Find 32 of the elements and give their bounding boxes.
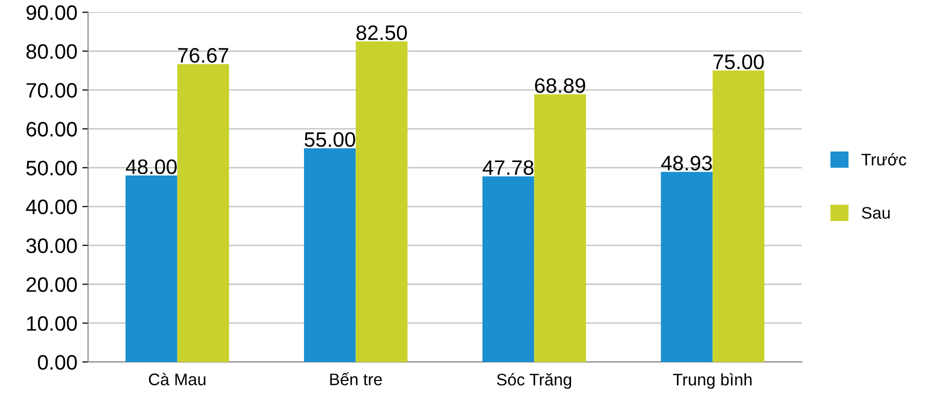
x-tick-label: Trung bình <box>673 373 752 389</box>
bar <box>712 70 764 362</box>
data-label: 68.89 <box>535 78 586 93</box>
y-tick-label: 30.00 <box>26 238 77 254</box>
data-label: 82.50 <box>356 25 407 40</box>
x-tick-label: Bến tre <box>330 372 382 386</box>
legend-label: Trước <box>862 153 906 166</box>
bar <box>660 172 713 362</box>
bar <box>304 148 356 362</box>
data-label: 48.93 <box>661 156 712 171</box>
data-label: 47.78 <box>482 160 534 175</box>
data-label: 75.00 <box>714 54 764 70</box>
legend-label: Sau <box>862 206 890 219</box>
bar <box>177 64 230 362</box>
y-tick-label: 70.00 <box>26 82 77 98</box>
x-tick-label: Sóc Trăng <box>496 373 572 389</box>
data-label: 76.67 <box>178 48 228 63</box>
y-tick-label: 0.00 <box>38 354 77 370</box>
y-tick-label: 60.00 <box>26 122 77 137</box>
y-tick-label: 20.00 <box>26 277 77 292</box>
bar <box>356 41 408 362</box>
bar <box>482 176 534 362</box>
data-label: 48.00 <box>126 159 177 174</box>
data-label: 55.00 <box>304 132 356 147</box>
y-tick-label: 80.00 <box>26 44 77 59</box>
x-tick-label: Cà Mau <box>148 372 206 386</box>
y-tick-label: 40.00 <box>26 200 77 214</box>
y-tick-label: 50.00 <box>26 160 77 176</box>
bar <box>126 175 178 362</box>
bar <box>534 94 586 362</box>
y-tick-label: 90.00 <box>26 5 77 20</box>
y-tick-label: 10.00 <box>27 316 77 331</box>
